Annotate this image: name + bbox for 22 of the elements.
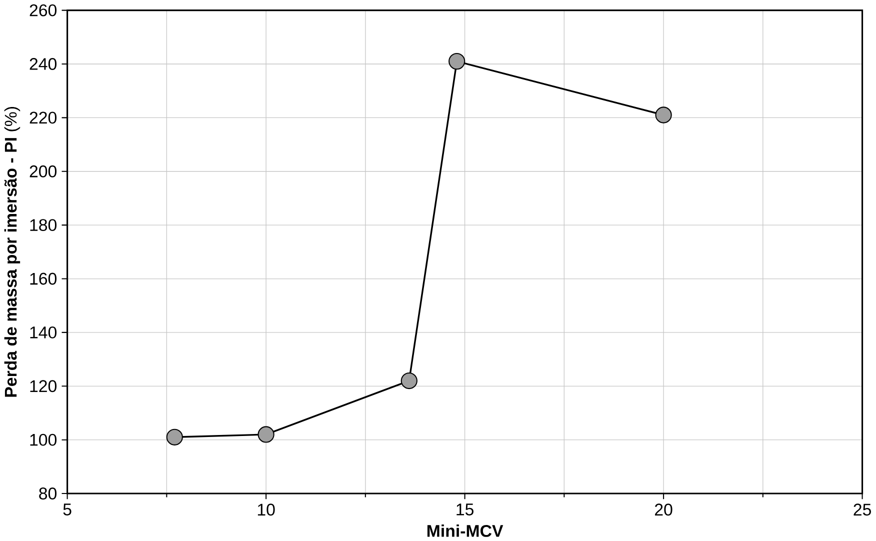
point — [448, 52, 466, 70]
x-tick-label: 25 — [854, 504, 871, 516]
y-tick-label: 200 — [30, 165, 57, 178]
y-tick-label: 240 — [30, 58, 57, 70]
x-tick-label: 10 — [258, 504, 275, 516]
x-tick-label: 5 — [63, 504, 72, 516]
y-tick-label: 80 — [39, 487, 57, 500]
x-axis-title: Mini-MCV — [427, 524, 504, 537]
x-tick-label: 15 — [456, 504, 474, 516]
y-axis-title: Perda de massa por imersão - PI (%) — [4, 106, 20, 397]
y-tick-label: 140 — [30, 326, 57, 338]
y-tick-label: 260 — [30, 4, 57, 16]
y-tick-label: 180 — [30, 218, 57, 231]
point — [258, 426, 274, 443]
point — [166, 428, 183, 446]
point — [655, 106, 672, 124]
y-tick-label: 120 — [30, 380, 57, 392]
point — [400, 372, 418, 389]
y-tick-label: 220 — [30, 112, 57, 124]
y-tick-label: 100 — [30, 434, 57, 446]
y-tick-label: 160 — [30, 272, 57, 285]
x-tick-label: 20 — [655, 504, 672, 516]
